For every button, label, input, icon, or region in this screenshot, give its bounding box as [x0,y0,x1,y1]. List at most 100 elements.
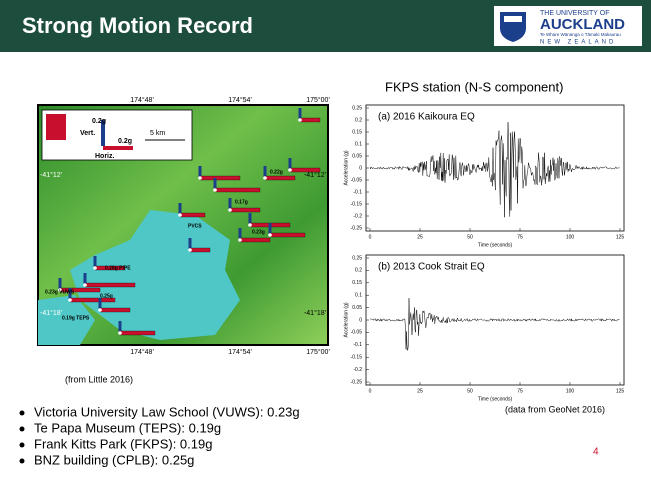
map-coord-label: -41°18' [304,309,326,317]
station-dot [228,208,232,212]
station-label: 0.22g [270,169,283,175]
map-coord-label: 175°00' [306,96,330,104]
plots-title: FKPS station (N-S component) [385,79,563,94]
station-dot [248,223,252,227]
slide: Strong Motion Record THE UNIVERSITY OF A… [0,0,651,488]
station-dot [118,331,122,335]
x-tick-label: 50 [467,388,473,394]
station-dot [288,168,292,172]
station-horiz [230,208,260,212]
y-axis-label: Acceleration (g) [343,302,349,337]
station-dot [238,238,242,242]
y-tick-label: 0 [359,165,362,171]
y-tick-label: 0.2 [355,268,362,274]
x-tick-label: 75 [517,234,523,240]
y-tick-label: 0.05 [352,153,362,159]
station-dot [188,248,192,252]
station-horiz [200,176,240,180]
y-tick-label: -0.1 [353,342,362,348]
station-dot [98,308,102,312]
y-tick-label: 0.1 [355,293,362,299]
y-axis-label: Acceleration (g) [343,150,349,185]
y-tick-label: 0 [359,317,362,323]
y-tick-label: -0.15 [351,201,363,207]
x-tick-label: 50 [467,234,473,240]
x-tick-label: 100 [566,388,575,394]
logo-text: AUCKLAND [540,16,625,33]
bullet-dot [20,443,25,448]
legend-horiz-bar [103,146,133,150]
x-axis-label: Time (seconds) [478,396,513,402]
x-tick-label: 125 [616,388,625,394]
y-tick-label: 0.25 [352,255,362,261]
y-tick-label: -0.2 [353,367,362,373]
station-horiz [100,308,130,312]
x-tick-label: 125 [616,234,625,240]
gns-logo [46,114,66,140]
bullet-dot [20,459,25,464]
bullet-text: Te Papa Museum (TEPS): 0.19g [34,420,221,435]
bullet-text: Frank Kitts Park (FKPS): 0.19g [34,436,212,451]
station-dot [68,298,72,302]
y-tick-label: 0.25 [352,105,362,111]
y-tick-label: -0.05 [351,330,363,336]
legend-text: Horiz. [95,153,115,160]
x-tick-label: 25 [417,388,423,394]
page-number: 4 [593,447,599,458]
legend-text: 5 km [150,130,165,137]
station-horiz [180,213,205,217]
bullet-text: Victoria University Law School (VUWS): 0… [34,404,300,419]
x-tick-label: 100 [566,234,575,240]
station-label: 0.28g PIPE [105,265,131,271]
x-axis-label: Time (seconds) [478,242,513,248]
station-dot [93,266,97,270]
station-dot [83,283,87,287]
x-tick-label: 25 [417,234,423,240]
station-label: 0.23g VUWS [45,289,75,295]
panel-label: (b) 2013 Cook Strait EQ [378,262,485,273]
station-dot [198,176,202,180]
y-tick-label: 0.05 [352,305,362,311]
y-tick-label: 0.2 [355,117,362,123]
map-coord-label: 174°48' [130,348,154,356]
y-tick-label: -0.05 [351,177,363,183]
station-label: 0.23g [252,229,265,235]
bullet-text: BNZ building (CPLB): 0.25g [34,452,194,467]
station-horiz [85,283,135,287]
station-horiz [190,248,210,252]
logo-text: NEW ZEALAND [540,40,616,46]
panel-label: (a) 2016 Kaikoura EQ [378,112,475,123]
map-coord-label: 174°54' [228,96,252,104]
station-horiz [240,238,270,242]
y-tick-label: -0.15 [351,355,363,361]
y-tick-label: -0.25 [351,225,363,231]
legend-text: Vert. [80,130,95,137]
y-tick-label: 0.15 [352,280,362,286]
map-coord-label: 174°48' [130,96,154,104]
slide-title: Strong Motion Record [22,13,253,38]
station-dot [213,188,217,192]
station-horiz [290,168,320,172]
map-coord-label: 175°00' [306,348,330,356]
station-label: 0.25g [100,293,113,299]
legend-text: 0.2g [118,138,132,145]
station-dot [268,233,272,237]
station-dot [263,176,267,180]
logo-text: Te Whare Wānanga o Tāmaki Makaurau [540,32,621,37]
caption: (data from GeoNet 2016) [505,404,605,414]
station-horiz [300,118,320,122]
station-horiz [120,331,155,335]
y-tick-label: -0.2 [353,213,362,219]
station-horiz [215,188,260,192]
station-label: PVCS [188,223,202,229]
legend-text: 0.2g [92,118,106,125]
station-horiz [265,176,295,180]
logo-crest-detail [504,16,522,22]
logo: THE UNIVERSITY OF AUCKLAND Te Whare Wāna… [494,6,642,46]
bullet-dot [20,427,25,432]
station-horiz [270,233,305,237]
y-tick-label: 0.1 [355,141,362,147]
map: Vert. 0.2g 0.2g Horiz. 5 km 174°48' 174°5… [38,96,330,356]
station-label: 0.19g TEPS [62,315,90,321]
x-tick-label: 75 [517,388,523,394]
